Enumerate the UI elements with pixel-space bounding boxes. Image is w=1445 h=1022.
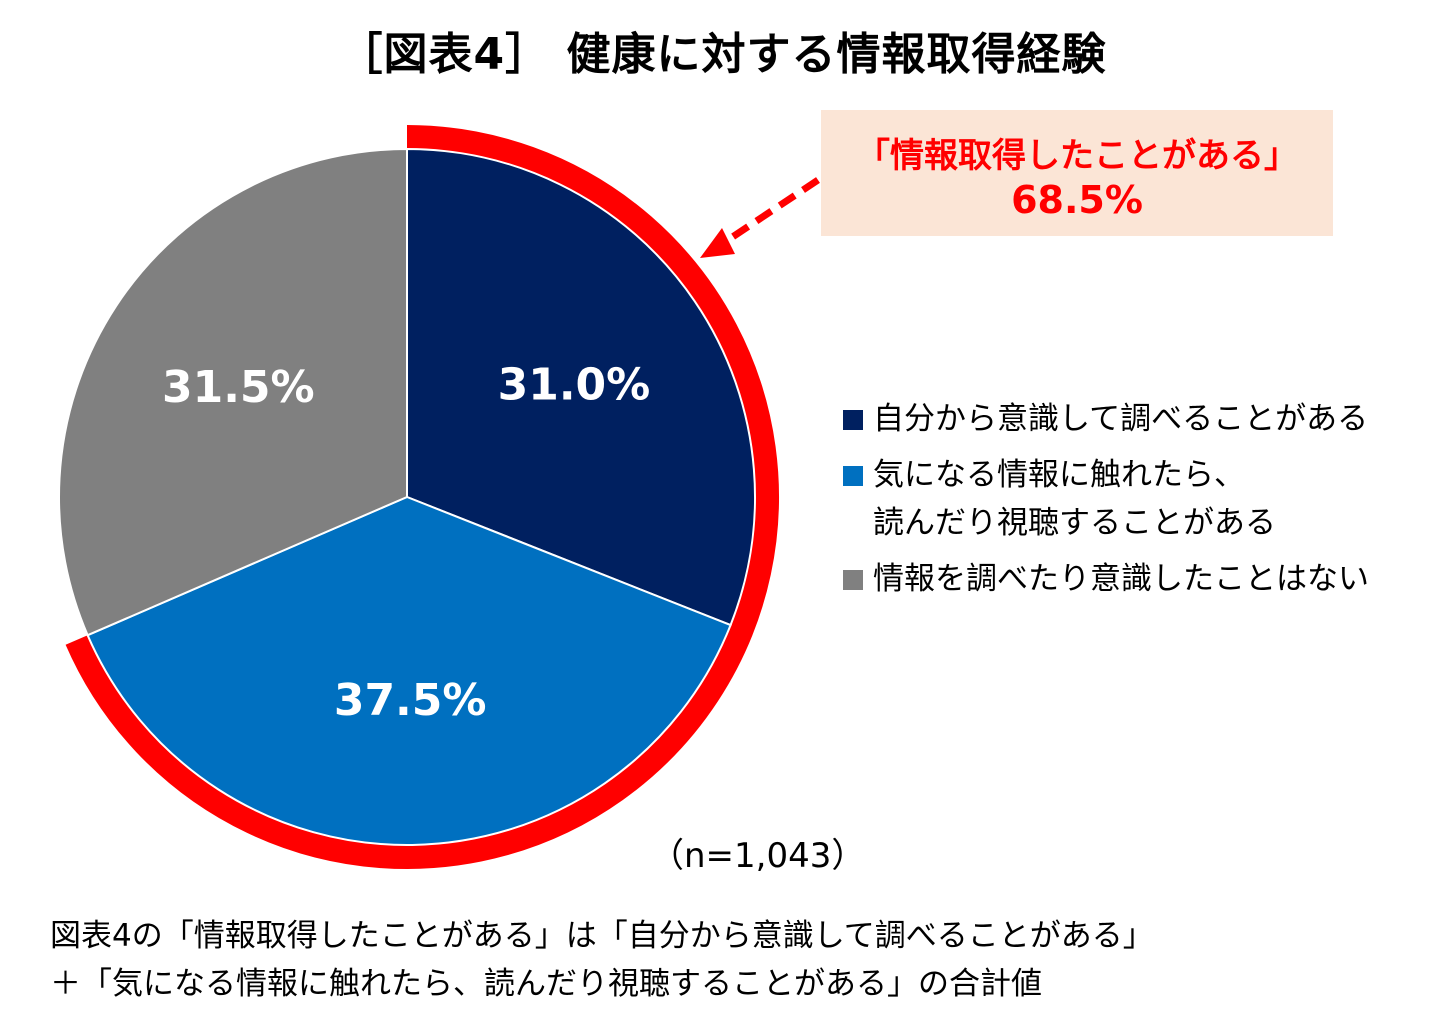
pie-slice-0: [406, 147, 756, 627]
slice-value-label-1: 37.5%: [334, 675, 487, 726]
slice-value-label-0: 31.0%: [498, 360, 651, 411]
legend-swatch: [843, 466, 863, 486]
callout-label: 「情報取得したことがある」: [856, 136, 1298, 176]
footnote: 図表4の「情報取得したことがある」は「自分から意識して調べることがある」 ＋「気…: [50, 918, 1154, 1002]
legend-swatch: [843, 570, 863, 590]
slice-value-label-2: 31.5%: [162, 362, 315, 413]
legend-label: 自分から意識して調べることがある: [873, 401, 1369, 437]
callout-arrow-line: [720, 177, 820, 247]
pie-slice-1: [86, 495, 732, 846]
callout-value: 68.5%: [1011, 178, 1143, 222]
legend-swatch: [843, 410, 863, 430]
highlight-callout: 「情報取得したことがある」 68.5%: [821, 110, 1333, 236]
callout-arrow-head: [700, 228, 735, 258]
legend: 自分から意識して調べることがある 気になる情報に触れたら、 読んだり視聴すること…: [843, 395, 1369, 611]
legend-label: 情報を調べたり意識したことはない: [873, 561, 1369, 597]
chart-title: ［図表4］ 健康に対する情報取得経験: [338, 29, 1107, 80]
legend-item-no-experience: 情報を調べたり意識したことはない: [843, 555, 1369, 603]
legend-item-passive-exposure: 気になる情報に触れたら、 読んだり視聴することがある: [843, 451, 1369, 547]
legend-label: 気になる情報に触れたら、 読んだり視聴することがある: [873, 457, 1276, 541]
legend-item-self-research: 自分から意識して調べることがある: [843, 395, 1369, 443]
highlight-arc: [65, 125, 779, 869]
sample-size: （n=1,043）: [650, 836, 866, 876]
pie-slice-2: [58, 147, 408, 637]
